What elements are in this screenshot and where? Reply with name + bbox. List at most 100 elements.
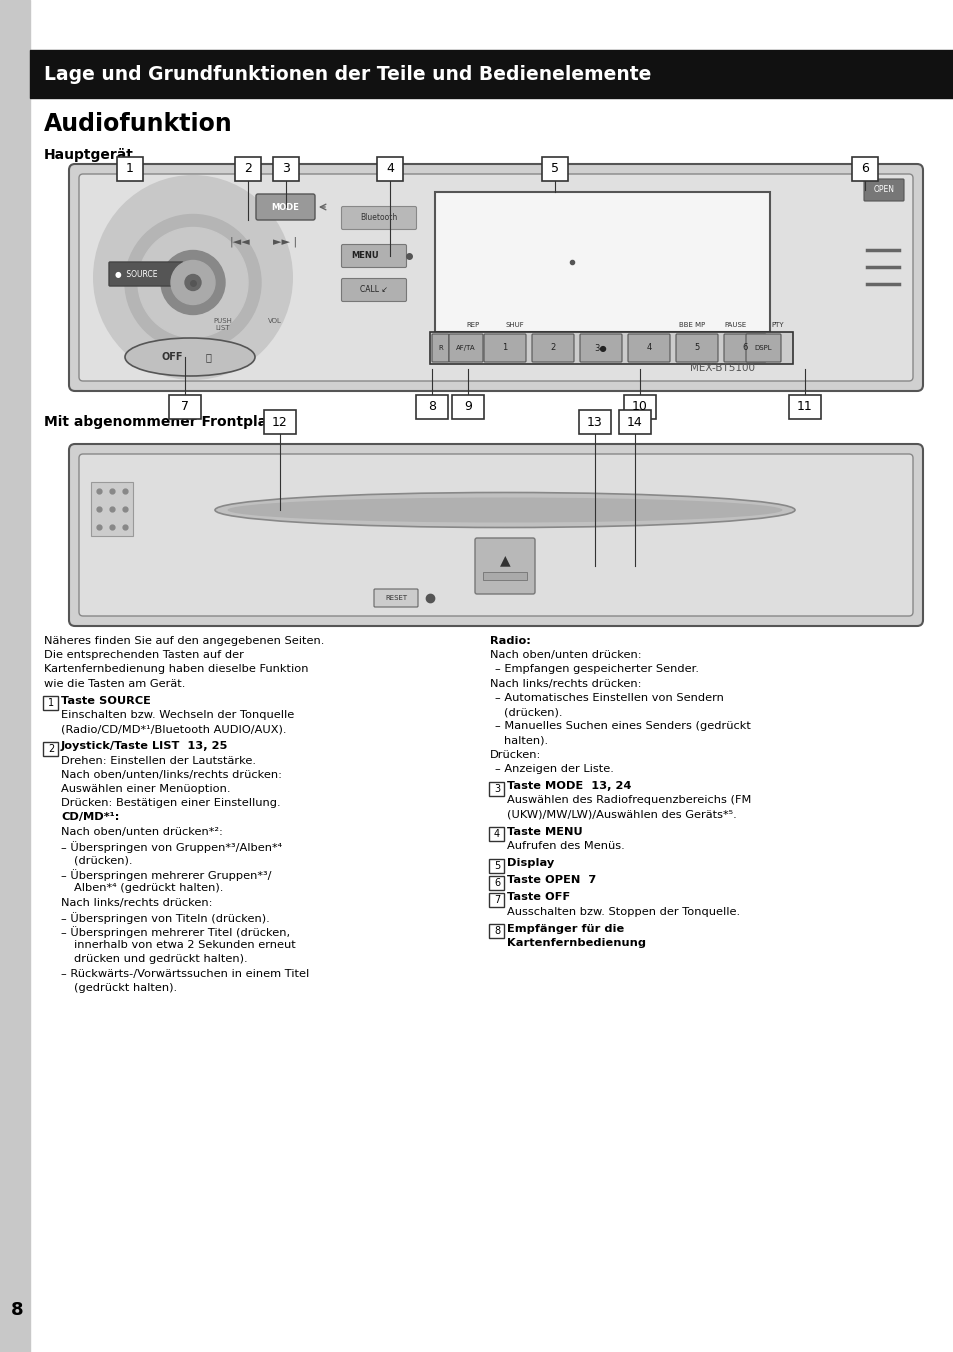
Text: 8: 8 xyxy=(10,1301,23,1320)
Circle shape xyxy=(161,250,225,315)
FancyBboxPatch shape xyxy=(627,334,669,362)
FancyBboxPatch shape xyxy=(341,279,406,301)
Text: 4: 4 xyxy=(386,162,394,176)
Text: 7: 7 xyxy=(181,400,189,414)
Text: 14: 14 xyxy=(626,415,642,429)
FancyBboxPatch shape xyxy=(69,164,923,391)
Text: – Manuelles Suchen eines Senders (gedrückt: – Manuelles Suchen eines Senders (gedrüc… xyxy=(495,721,750,731)
Text: Drehen: Einstellen der Lautstärke.: Drehen: Einstellen der Lautstärke. xyxy=(61,756,255,765)
Text: 10: 10 xyxy=(632,400,647,414)
FancyBboxPatch shape xyxy=(788,395,821,419)
Text: RESET: RESET xyxy=(384,595,407,602)
Text: 5: 5 xyxy=(694,343,699,353)
Text: 1: 1 xyxy=(126,162,133,176)
Bar xyxy=(0,0,30,1352)
Text: (drücken).: (drücken). xyxy=(503,707,562,717)
FancyBboxPatch shape xyxy=(541,157,567,181)
Text: Taste MODE  13, 24: Taste MODE 13, 24 xyxy=(506,781,631,791)
Text: 4: 4 xyxy=(646,343,651,353)
Text: drücken und gedrückt halten).: drücken und gedrückt halten). xyxy=(74,955,248,964)
Ellipse shape xyxy=(92,174,293,380)
Text: CALL ↙: CALL ↙ xyxy=(359,285,388,295)
FancyBboxPatch shape xyxy=(489,827,504,841)
Text: 2: 2 xyxy=(550,343,555,353)
Text: MODE: MODE xyxy=(271,203,298,211)
Text: 6: 6 xyxy=(861,162,868,176)
Text: (Radio/CD/MD*¹/Bluetooth AUDIO/AUX).: (Radio/CD/MD*¹/Bluetooth AUDIO/AUX). xyxy=(61,725,286,734)
Text: Joystick/Taste LIST  13, 25: Joystick/Taste LIST 13, 25 xyxy=(61,741,228,752)
Circle shape xyxy=(171,261,214,304)
Text: Taste OFF: Taste OFF xyxy=(506,892,570,902)
Text: MEX-BT5100: MEX-BT5100 xyxy=(689,362,754,373)
Text: 2: 2 xyxy=(244,162,252,176)
FancyBboxPatch shape xyxy=(489,892,504,907)
Text: SHUF: SHUF xyxy=(505,322,524,329)
Text: innerhalb von etwa 2 Sekunden erneut: innerhalb von etwa 2 Sekunden erneut xyxy=(74,940,295,950)
FancyBboxPatch shape xyxy=(851,157,877,181)
Text: Bluetooth: Bluetooth xyxy=(360,214,397,223)
Text: Taste OPEN  7: Taste OPEN 7 xyxy=(506,875,596,886)
Text: 1: 1 xyxy=(48,698,54,708)
Text: Empfänger für die: Empfänger für die xyxy=(506,923,623,934)
Text: Taste MENU: Taste MENU xyxy=(506,826,582,837)
FancyBboxPatch shape xyxy=(117,157,143,181)
FancyBboxPatch shape xyxy=(44,742,58,756)
Text: Nach oben/unten/links/rechts drücken:: Nach oben/unten/links/rechts drücken: xyxy=(61,769,282,780)
Text: Näheres finden Sie auf den angegebenen Seiten.: Näheres finden Sie auf den angegebenen S… xyxy=(44,635,324,646)
Text: REP: REP xyxy=(466,322,479,329)
Text: 8: 8 xyxy=(494,926,499,937)
FancyBboxPatch shape xyxy=(264,410,295,434)
Text: 12: 12 xyxy=(272,415,288,429)
FancyBboxPatch shape xyxy=(532,334,574,362)
Text: Kartenfernbedienung haben dieselbe Funktion: Kartenfernbedienung haben dieselbe Funkt… xyxy=(44,664,308,675)
FancyBboxPatch shape xyxy=(341,207,416,230)
Ellipse shape xyxy=(227,498,781,522)
Text: 1: 1 xyxy=(502,343,507,353)
Text: Display: Display xyxy=(506,859,554,868)
Text: AF/TA: AF/TA xyxy=(456,345,476,352)
Text: Auswählen einer Menüoption.: Auswählen einer Menüoption. xyxy=(61,784,231,794)
FancyBboxPatch shape xyxy=(452,395,483,419)
Text: |◄◄: |◄◄ xyxy=(230,237,250,247)
Text: 3●: 3● xyxy=(594,343,607,353)
Text: PUSH
LIST: PUSH LIST xyxy=(213,318,233,331)
FancyBboxPatch shape xyxy=(745,334,781,362)
Text: PTY: PTY xyxy=(771,322,783,329)
Text: ▲: ▲ xyxy=(499,553,510,566)
FancyBboxPatch shape xyxy=(109,262,183,287)
FancyBboxPatch shape xyxy=(579,334,621,362)
Text: 5: 5 xyxy=(494,860,499,871)
Text: 🔒: 🔒 xyxy=(205,352,211,362)
Ellipse shape xyxy=(214,492,794,527)
FancyBboxPatch shape xyxy=(432,334,449,362)
Text: – Überspringen von Gruppen*³/Alben*⁴: – Überspringen von Gruppen*³/Alben*⁴ xyxy=(61,841,282,853)
FancyBboxPatch shape xyxy=(44,696,58,710)
Text: Nach oben/unten drücken*²:: Nach oben/unten drücken*²: xyxy=(61,826,223,837)
FancyBboxPatch shape xyxy=(489,859,504,872)
FancyBboxPatch shape xyxy=(483,334,525,362)
FancyBboxPatch shape xyxy=(578,410,610,434)
Bar xyxy=(91,483,132,535)
Text: Nach oben/unten drücken:: Nach oben/unten drücken: xyxy=(490,650,641,660)
Text: – Automatisches Einstellen von Sendern: – Automatisches Einstellen von Sendern xyxy=(495,692,723,703)
Text: 2: 2 xyxy=(48,744,54,754)
Text: 6: 6 xyxy=(494,877,499,888)
Text: (gedrückt halten).: (gedrückt halten). xyxy=(74,983,177,992)
Text: OPEN: OPEN xyxy=(873,185,894,195)
Circle shape xyxy=(138,227,248,338)
Text: – Rückwärts-/Vorwärtssuchen in einem Titel: – Rückwärts-/Vorwärtssuchen in einem Tit… xyxy=(61,968,309,979)
Bar xyxy=(482,572,526,580)
Circle shape xyxy=(185,274,201,291)
Text: 7: 7 xyxy=(494,895,499,904)
Text: R: R xyxy=(437,345,442,352)
Text: BBE MP: BBE MP xyxy=(679,322,704,329)
Text: CD/MD*¹:: CD/MD*¹: xyxy=(61,813,119,822)
Text: halten).: halten). xyxy=(503,735,548,745)
Text: MENU: MENU xyxy=(351,251,378,261)
Text: Radio:: Radio: xyxy=(490,635,530,646)
Text: Lage und Grundfunktionen der Teile und Bedienelemente: Lage und Grundfunktionen der Teile und B… xyxy=(44,65,651,84)
FancyBboxPatch shape xyxy=(489,925,504,938)
FancyBboxPatch shape xyxy=(169,395,201,419)
Text: DSPL: DSPL xyxy=(754,345,772,352)
Text: Nach links/rechts drücken:: Nach links/rechts drücken: xyxy=(490,679,640,688)
